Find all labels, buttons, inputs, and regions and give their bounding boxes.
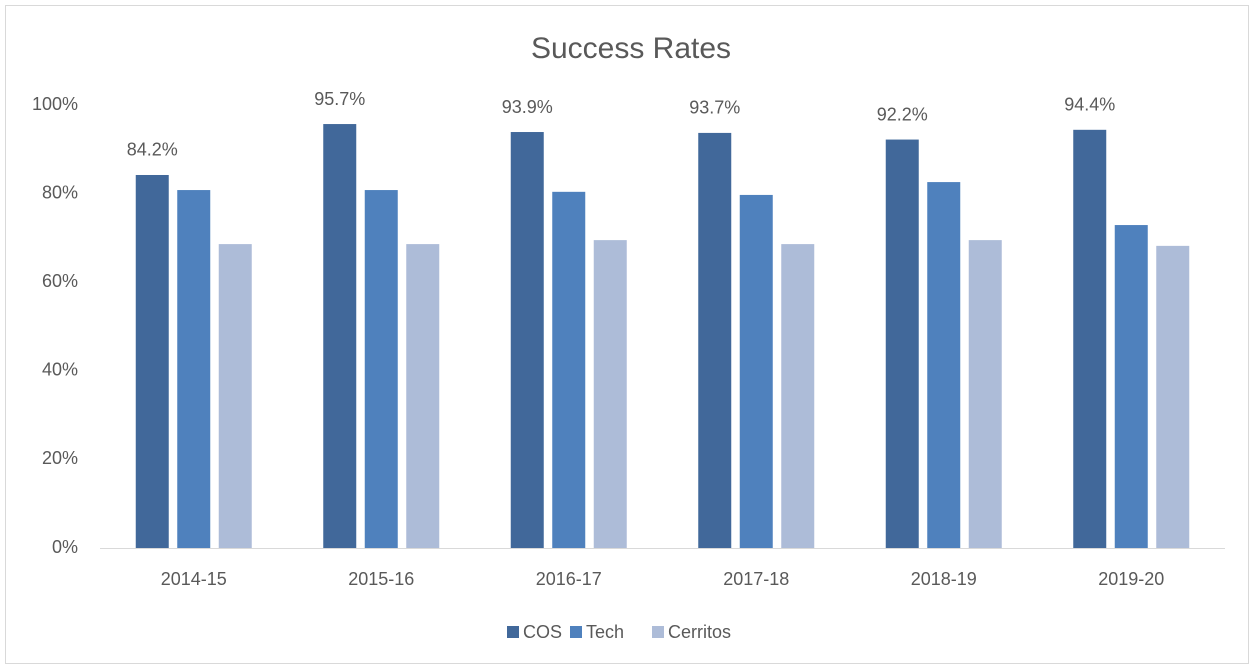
bar [364,190,398,548]
y-tick-label: 100% [32,94,78,114]
x-tick-label: 2018-19 [911,569,977,589]
data-label: 92.2% [877,104,928,124]
legend-swatch [570,626,582,638]
data-label: 94.4% [1064,95,1115,115]
bar [1114,225,1148,549]
x-tick-label: 2019-20 [1098,569,1164,589]
x-tick-label: 2015-16 [348,569,414,589]
y-tick-label: 20% [42,448,78,468]
legend-label: COS [523,622,562,642]
bar [927,182,961,548]
legend-label: Cerritos [668,622,731,642]
bar [177,190,211,548]
x-tick-label: 2014-15 [161,569,227,589]
legend-label: Tech [586,622,624,642]
bar [739,194,773,548]
legend-swatch [507,626,519,638]
bar [968,240,1002,549]
bar [698,132,732,548]
y-tick-label: 40% [42,360,78,380]
data-label: 95.7% [314,89,365,109]
chart-border [5,5,1249,664]
y-tick-label: 60% [42,271,78,291]
bar [552,191,586,548]
bar [593,240,627,549]
y-tick-label: 80% [42,182,78,202]
chart-title: Success Rates [531,32,731,65]
bar [323,124,357,548]
bar [510,132,544,548]
x-tick-label: 2017-18 [723,569,789,589]
y-tick-label: 0% [52,537,78,557]
legend-swatch [652,626,664,638]
data-label: 93.7% [689,98,740,118]
x-tick-label: 2016-17 [536,569,602,589]
bar [218,244,252,549]
bar [406,244,440,549]
bar [781,244,815,549]
data-label: 93.9% [502,97,553,117]
bar [1156,245,1190,548]
bar [1073,129,1107,549]
data-label: 84.2% [127,140,178,160]
bar [135,174,169,548]
bar [885,139,919,548]
